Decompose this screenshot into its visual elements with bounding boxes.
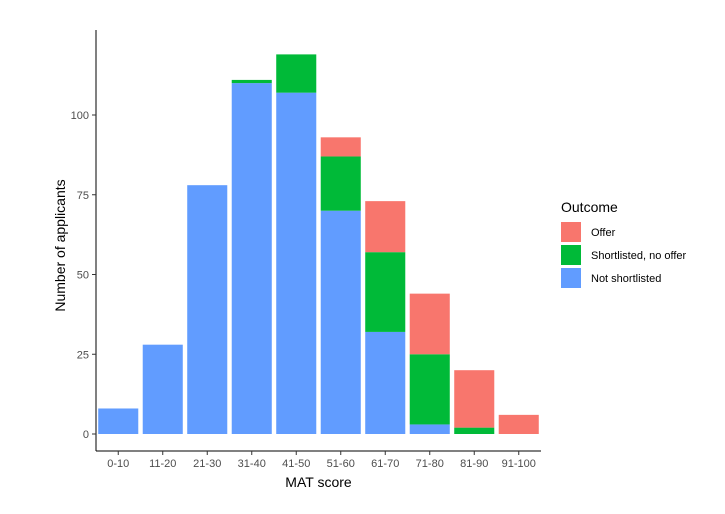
legend: Outcome Offer Shortlisted, no offer Not sh…: [561, 199, 687, 288]
x-tick-label: 61-70: [371, 458, 399, 470]
x-tick-label: 0-10: [107, 458, 129, 470]
bar-not-shortlisted-11-20: [142, 344, 183, 434]
bar-shortlisted-no-offer-31-40: [231, 79, 272, 84]
x-tick-label: 41-50: [282, 458, 310, 470]
legend-swatch-offer: [561, 222, 581, 242]
bar-not-shortlisted-41-50: [276, 92, 317, 435]
x-tick-label: 81-90: [460, 458, 488, 470]
bar-not-shortlisted-0-10: [98, 408, 139, 434]
y-tick-label: 25: [77, 349, 89, 361]
bar-not-shortlisted-71-80: [409, 424, 450, 434]
legend-label-shortlisted-no-offer: Shortlisted, no offer: [591, 250, 687, 262]
x-tick-label: 11-20: [149, 458, 176, 470]
x-tick-label: 51-60: [327, 458, 355, 470]
y-tick-label: 0: [83, 429, 89, 441]
x-tick-label: 21-30: [193, 458, 221, 470]
bar-offer-61-70: [365, 201, 406, 253]
bar-shortlisted-no-offer-41-50: [276, 54, 317, 93]
axes-layer: [95, 30, 541, 452]
bar-offer-51-60: [320, 137, 361, 157]
bar-shortlisted-no-offer-71-80: [409, 354, 450, 425]
y-axis-title: Number of applicants: [52, 179, 68, 311]
y-tick-label: 75: [77, 190, 89, 202]
y-tick-label: 50: [77, 270, 89, 282]
y-ticks: 0 25 50 75 100: [71, 110, 96, 441]
bar-not-shortlisted-51-60: [320, 210, 361, 434]
legend-label-offer: Offer: [591, 227, 616, 239]
x-tick-label: 91-100: [502, 458, 536, 470]
bars-layer: [98, 54, 539, 435]
bar-shortlisted-no-offer-81-90: [454, 427, 495, 434]
x-ticks: 0-10 11-20 21-30 31-40 41-50 51-60 61-70 71-80 8…: [107, 451, 536, 470]
bar-shortlisted-no-offer-51-60: [320, 156, 361, 211]
x-tick-label: 71-80: [416, 458, 444, 470]
legend-title: Outcome: [561, 199, 618, 215]
bar-offer-71-80: [409, 293, 450, 355]
legend-swatch-shortlisted-no-offer: [561, 245, 581, 265]
bar-not-shortlisted-21-30: [187, 185, 228, 434]
y-tick-label: 100: [71, 110, 89, 122]
x-axis-title: MAT score: [285, 474, 352, 490]
bar-not-shortlisted-31-40: [231, 83, 272, 434]
bar-offer-91-100: [498, 414, 539, 434]
legend-swatch-not-shortlisted: [561, 268, 581, 288]
bar-offer-81-90: [454, 370, 495, 428]
bar-shortlisted-no-offer-61-70: [365, 252, 406, 332]
bar-not-shortlisted-61-70: [365, 331, 406, 434]
legend-label-not-shortlisted: Not shortlisted: [591, 273, 661, 285]
x-tick-label: 31-40: [238, 458, 266, 470]
